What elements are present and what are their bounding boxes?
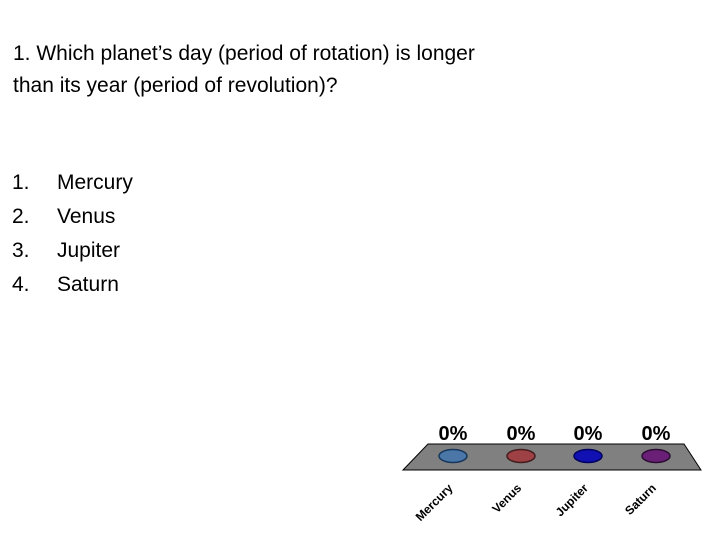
option-label: Venus (57, 205, 116, 228)
value-label: 0% (438, 423, 468, 445)
answer-option: 2. Venus (12, 200, 133, 234)
chart-floor (401, 443, 702, 471)
option-label: Saturn (57, 273, 119, 296)
data-point-ellipse-saturn (641, 448, 671, 464)
data-point-ellipse-venus (506, 448, 536, 464)
answer-option: 4. Saturn (12, 268, 133, 302)
option-number: 2. (12, 205, 30, 228)
value-label: 0% (641, 423, 671, 445)
option-label: Jupiter (57, 239, 121, 262)
answer-option: 1. Mercury (12, 166, 133, 200)
option-number: 4. (12, 273, 30, 296)
data-point-ellipse-jupiter (573, 448, 603, 464)
chart-canvas (401, 443, 702, 471)
option-number: 3. (12, 239, 30, 262)
answer-option: 3. Jupiter (12, 234, 133, 268)
answer-options-list: 1. Mercury 2. Venus 3. Jupiter 4. Saturn (12, 166, 133, 302)
value-label: 0% (573, 423, 603, 445)
question-title: 1. Which planet’s day (period of rotatio… (13, 42, 475, 97)
value-label: 0% (506, 423, 536, 445)
option-label: Mercury (57, 171, 133, 194)
data-point-ellipse-mercury (438, 448, 468, 464)
poll-results-chart: 0% 0% 0% 0% Mercury Venus Jupiter Saturn (395, 415, 720, 540)
option-number: 1. (12, 171, 30, 194)
